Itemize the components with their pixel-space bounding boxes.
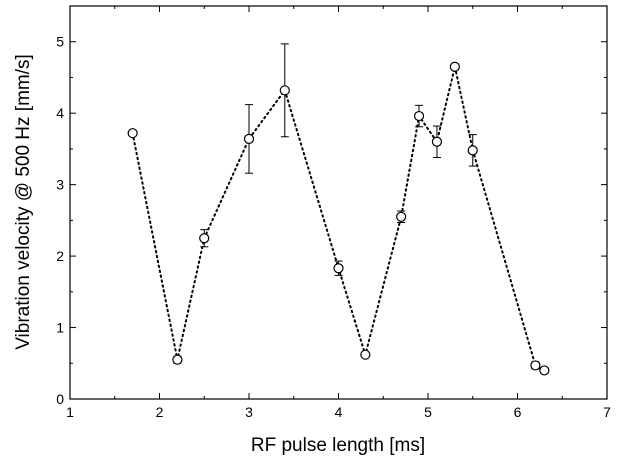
data-point — [467, 145, 478, 156]
x-tick-label: 4 — [335, 404, 343, 420]
data-point — [539, 365, 550, 376]
error-bar-layer — [128, 43, 549, 374]
data-point — [449, 61, 460, 72]
x-tick-label: 3 — [245, 404, 253, 420]
x-tick-label: 6 — [514, 404, 522, 420]
x-tick-label: 1 — [66, 404, 74, 420]
plot-frame — [69, 5, 608, 400]
data-point — [396, 211, 407, 222]
x-axis-title: RF pulse length [ms] — [251, 435, 425, 456]
data-point-layer — [127, 61, 550, 376]
y-tick-label: 3 — [56, 177, 64, 193]
x-tick-label: 5 — [424, 404, 432, 420]
data-point — [279, 85, 290, 96]
series-line — [131, 66, 546, 372]
data-point — [127, 128, 138, 139]
data-point — [333, 263, 344, 274]
data-point — [199, 233, 210, 244]
y-tick-label: 4 — [56, 105, 64, 121]
data-point — [530, 360, 541, 371]
y-tick-label: 0 — [56, 391, 64, 407]
data-point — [243, 133, 255, 145]
data-point — [413, 110, 425, 122]
y-axis-title: Vibration velocity @ 500 Hz [mm/s] — [13, 54, 34, 350]
x-tick-label: 2 — [156, 404, 164, 420]
y-tick-label: 5 — [56, 34, 64, 50]
data-point — [172, 354, 183, 365]
connecting-line-layer — [131, 66, 546, 372]
data-point — [360, 349, 371, 360]
y-tick-label: 1 — [56, 320, 64, 336]
data-point — [431, 136, 443, 147]
x-tick-label: 7 — [603, 404, 611, 420]
y-tick-label: 2 — [56, 248, 64, 264]
